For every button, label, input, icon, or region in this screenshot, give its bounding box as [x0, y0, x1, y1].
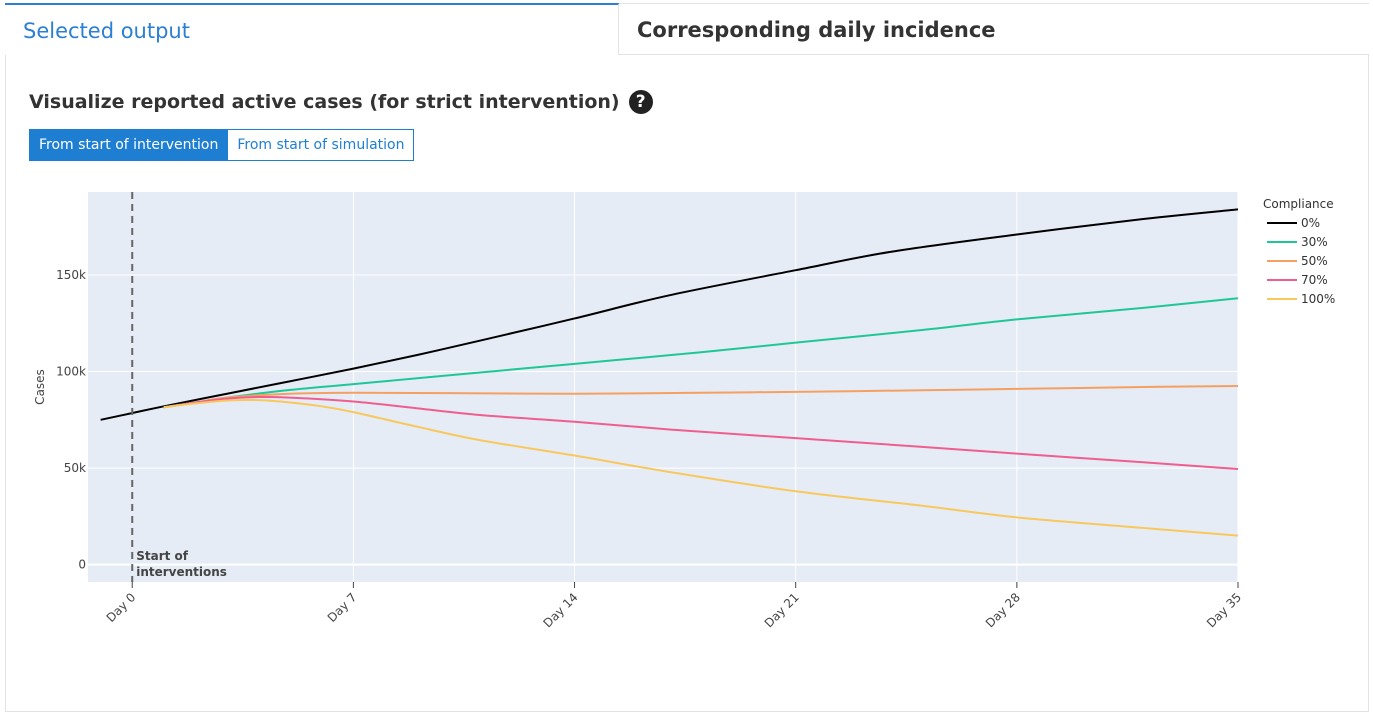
- x-tick-label: Day 14: [541, 590, 581, 630]
- tab-daily-incidence[interactable]: Corresponding daily incidence: [619, 3, 1369, 55]
- intervention-annotation-text: Start of: [136, 549, 189, 563]
- y-tick-label: 0: [78, 558, 86, 572]
- series-line-100pct: [163, 398, 1238, 537]
- y-tick-label: 50k: [64, 461, 86, 475]
- plot-background: [88, 192, 1238, 582]
- x-tick-label: Day 35: [1204, 590, 1244, 630]
- legend-title: Compliance: [1263, 197, 1334, 211]
- legend-label: 100%: [1301, 292, 1335, 306]
- x-tick-label: Day 7: [325, 590, 360, 625]
- content-panel: [5, 3, 1369, 712]
- chart-heading: Visualize reported active cases (for str…: [29, 90, 653, 114]
- from-start-of-simulation-button[interactable]: From start of simulation: [228, 129, 415, 161]
- from-start-of-intervention-button[interactable]: From start of intervention: [29, 129, 229, 161]
- series-line-50pct: [163, 385, 1238, 409]
- tab-bar: Selected output Corresponding daily inci…: [5, 3, 1369, 55]
- question-circle-icon[interactable]: ?: [628, 90, 653, 114]
- y-tick-label: 150k: [56, 268, 86, 282]
- y-axis-label: Cases: [33, 369, 47, 405]
- series-line-30pct: [163, 297, 1238, 409]
- legend-label: 50%: [1301, 254, 1328, 268]
- series-line-0pct: [100, 208, 1238, 421]
- legend-label: 0%: [1301, 216, 1320, 230]
- x-tick-label: Day 21: [762, 590, 802, 630]
- tab-selected-output[interactable]: Selected output: [5, 3, 619, 55]
- view-toggle: From start of intervention From start of…: [29, 129, 415, 161]
- chart-heading-text: Visualize reported active cases (for str…: [29, 91, 620, 113]
- legend-label: 70%: [1301, 273, 1328, 287]
- legend-label: 30%: [1301, 235, 1328, 249]
- x-tick-label: Day 0: [104, 590, 139, 625]
- intervention-annotation-text: interventions: [136, 565, 227, 579]
- x-tick-label: Day 28: [983, 590, 1023, 630]
- series-line-70pct: [163, 395, 1238, 471]
- y-tick-label: 100k: [56, 365, 86, 379]
